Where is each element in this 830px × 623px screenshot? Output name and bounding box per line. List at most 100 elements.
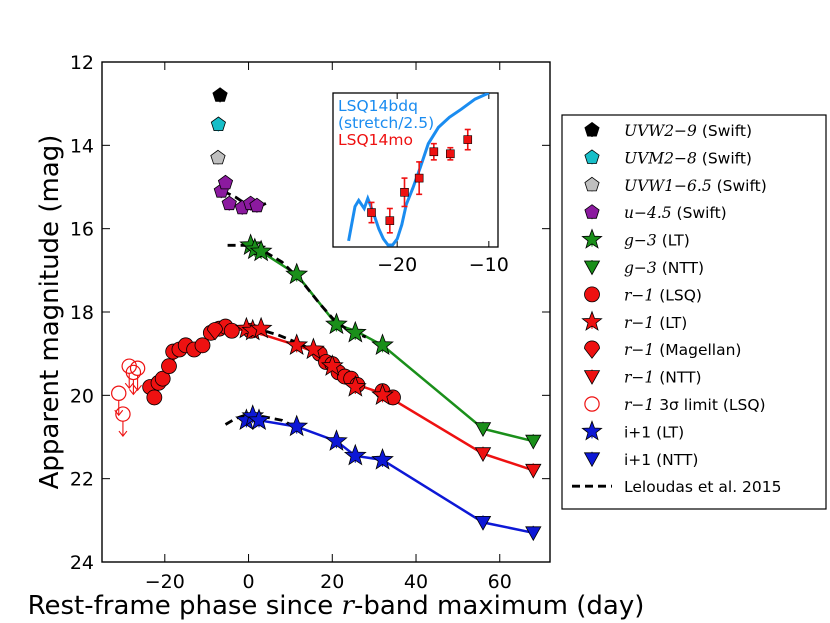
u-point (249, 197, 265, 213)
x-tick-label: −20 (145, 571, 185, 593)
x-tick-label: 60 (488, 571, 512, 593)
r_lsq-point (154, 370, 171, 387)
r_lsq-point (161, 358, 177, 375)
inset-frame (332, 92, 499, 248)
legend-marker (581, 310, 603, 331)
legend-entry: i+1 (LT) (581, 420, 684, 441)
uvw1-point (210, 149, 226, 165)
x-tick-label: 0 (242, 571, 254, 593)
inset-label: (stretch/2.5) (338, 114, 434, 132)
r_limit-limit-arrowhead (118, 430, 128, 437)
y-tick-label: 12 (70, 52, 94, 74)
x-tick-label: 20 (320, 571, 344, 593)
legend-label: g−3 (LT) (624, 232, 690, 250)
r_limit-point (125, 364, 142, 381)
legend-label: r−1 3σ limit (LSQ) (624, 396, 766, 414)
inset-panel: −20 −10 LSQ14bdq(stretch/2.5)LSQ14mo (332, 92, 509, 276)
y-tick-label: 20 (70, 385, 94, 407)
r_limit-limit-arrowhead (124, 382, 134, 390)
u-point (217, 174, 234, 190)
main-plot-markers (111, 87, 542, 542)
legend-label: i+1 (LT) (624, 423, 684, 441)
i_lt-point (343, 443, 367, 466)
legend-marker (584, 286, 600, 303)
i_lt-point (247, 408, 271, 431)
legend-marker (584, 340, 600, 359)
legend-marker (584, 149, 600, 164)
inset-plot-area (347, 93, 490, 247)
legend-label: r−1 (Magellan) (624, 341, 741, 359)
legend-label: u−4.5 (Swift) (624, 204, 727, 222)
inset-label: LSQ14mo (338, 131, 413, 149)
r_lt-point (302, 337, 325, 360)
main-axes-ticks: −20 0 20 40 60 12 14 16 18 20 22 24 (70, 52, 550, 593)
legend-frame (561, 114, 827, 510)
y-axis-title: Apparent magnitude (mag) (35, 135, 65, 490)
lsq14mo-point (400, 187, 409, 197)
r_magellan-point (207, 322, 223, 341)
inset-x-tick-label: −20 (377, 254, 417, 276)
legend-label: UVM2−8 (Swift) (624, 149, 752, 167)
legend-label: UVW2−9 (Swift) (624, 122, 752, 140)
lsq14mo-point (414, 173, 424, 183)
r_lt-point (320, 354, 344, 376)
r_limit-limit-arrowhead (128, 389, 138, 396)
legend-entry: g−3 (LT) (581, 228, 690, 250)
lsq14mo-point (446, 149, 455, 159)
r_limit-point (115, 406, 131, 422)
inset-label: LSQ14bdq (338, 97, 418, 115)
i_lt-point (325, 429, 348, 451)
legend-marker (583, 370, 601, 385)
g_lt-point (325, 312, 348, 335)
g_ntt-point (474, 422, 492, 438)
i_fit-line (246, 417, 534, 535)
r_lsq-point (223, 322, 240, 339)
lsq14mo-point (367, 208, 376, 217)
lsq14mo-point (429, 147, 439, 157)
y-tick-label: 22 (70, 469, 94, 491)
x-tick-label: 40 (404, 571, 428, 593)
u-point (221, 195, 237, 211)
legend-label: r−1 (LSQ) (624, 286, 702, 304)
y-tick-label: 18 (70, 302, 94, 324)
i_ntt-point (474, 516, 492, 531)
g_lt-point (249, 239, 273, 262)
y-tick-label: 14 (70, 135, 94, 157)
r_ntt-point (474, 447, 492, 463)
legend-marker (581, 228, 603, 249)
r_ntt-point (525, 463, 542, 479)
legend-entry: r−1 (NTT) (583, 369, 702, 387)
legend-entry: i+1 (NTT) (583, 451, 698, 469)
x-axis-title: Rest-frame phase since r-band maximum (d… (28, 591, 645, 621)
legend-entry: UVW2−9 (Swift) (584, 122, 752, 140)
legend-label: i+1 (NTT) (624, 451, 698, 469)
r_lsq-point (146, 389, 163, 406)
g_ntt-point (525, 434, 542, 450)
legend-marker (583, 452, 601, 468)
g_lt-point (371, 333, 394, 356)
r_lt-point (285, 333, 309, 356)
y-tick-label: 24 (70, 552, 94, 574)
r_limit-point (129, 360, 146, 376)
legend-label: g−3 (NTT) (624, 259, 704, 277)
r_lt-point (249, 316, 273, 339)
i_lt-point (285, 414, 309, 437)
y-tick-label: 16 (70, 219, 94, 241)
r_limit-point (111, 385, 127, 401)
legend-entry: UVW1−6.5 (Swift) (584, 176, 767, 195)
g_lt-point (343, 320, 367, 343)
legend-entry: Leloudas et al. 2015 (572, 478, 782, 496)
legend-entry: r−1 (LSQ) (584, 286, 702, 304)
legend-marker (584, 176, 600, 192)
uvm2-point (210, 116, 226, 132)
legend-label: r−1 (LT) (624, 314, 687, 332)
legend-entry: r−1 3σ limit (LSQ) (584, 396, 766, 414)
inset-x-tick-label: −10 (469, 254, 509, 276)
legend-marker (581, 420, 603, 441)
leloudas_g-line (227, 243, 367, 339)
i_lt-point (371, 447, 394, 470)
legend-entry: r−1 (LT) (581, 310, 687, 332)
g_lt-point (285, 262, 309, 285)
legend-marker (584, 204, 600, 219)
